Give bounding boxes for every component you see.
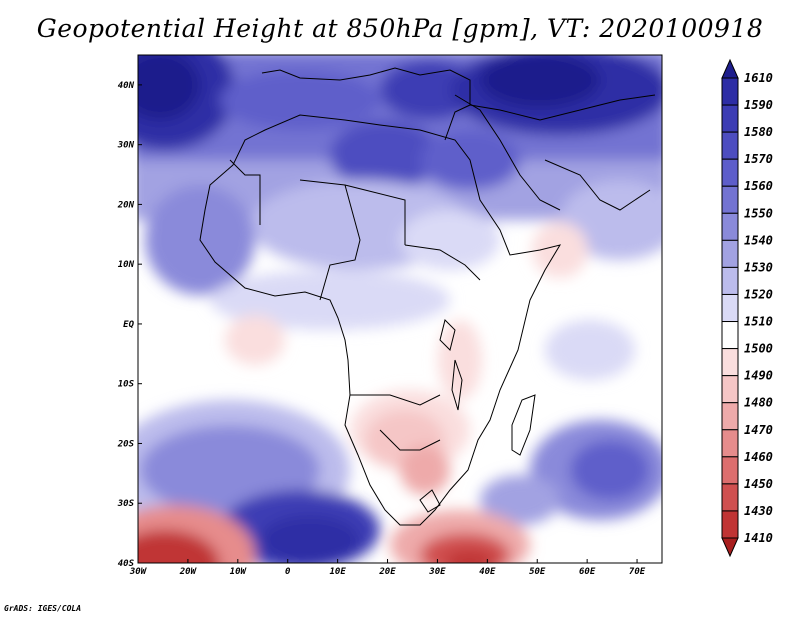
colorbar-swatch: [721, 510, 739, 539]
colorbar-swatch: [721, 212, 739, 241]
lon-tick-label: 40E: [479, 567, 496, 577]
lat-tick-label: 20N: [117, 200, 135, 210]
lon-tick-label: 30E: [428, 567, 446, 577]
lat-tick-label: 40N: [118, 81, 135, 91]
lat-tick-label: 30S: [117, 499, 135, 509]
colorbar-swatch: [721, 375, 739, 404]
colorbar-level-label: 1540: [744, 233, 773, 247]
lat-tick-label: EQ: [123, 320, 134, 330]
plot-frame: [137, 54, 663, 564]
colorbar-level-label: 1450: [744, 477, 773, 491]
lon-tick-label: 60E: [579, 567, 596, 577]
colorbar-level-label: 1470: [744, 423, 773, 437]
lon-tick-label: 30W: [129, 567, 148, 577]
colorbar-swatch: [721, 321, 739, 350]
lon-tick-label: 70E: [629, 567, 646, 577]
colorbar-level-label: 1510: [744, 315, 773, 329]
colorbar-level-label: 1430: [744, 504, 773, 518]
lon-tick-label: 10W: [230, 567, 248, 577]
colorbar-level-label: 1590: [744, 98, 773, 112]
longitude-axis: 30W 20W 10W 0 10E 20E 30E 40E 50E 60E 70E: [129, 559, 646, 577]
colorbar-swatch: [721, 456, 739, 485]
colorbar-level-label: 1550: [744, 206, 773, 220]
lon-tick-label: 20E: [378, 567, 396, 577]
colorbar-level-label: 1480: [744, 396, 773, 410]
colorbar-swatch: [721, 348, 739, 377]
colorbar-level-label: 1580: [744, 125, 773, 139]
lon-tick-label: 20W: [179, 567, 198, 577]
colorbar-top-arrow: [721, 58, 739, 79]
colorbar-level-label: 1460: [744, 450, 773, 464]
colorbar-swatch: [721, 104, 739, 133]
colorbar-level-label: 1560: [744, 179, 773, 193]
colorbar-level-label: 1410: [744, 531, 773, 545]
colorbar-swatch: [721, 77, 739, 106]
colorbar-level-label: 1570: [744, 152, 773, 166]
colorbar-bottom-arrow: [721, 537, 739, 558]
colorbar-swatch: [721, 402, 739, 431]
colorbar-level-label: 1490: [744, 369, 773, 383]
colorbar-level-label: 1520: [744, 287, 773, 301]
colorbar-swatch: [721, 429, 739, 458]
colorbar-swatch: [721, 266, 739, 295]
colorbar-swatch: [721, 293, 739, 323]
lon-tick-label: 10E: [329, 567, 346, 577]
map-title: Geopotential Height at 850hPa [gpm], VT:…: [36, 14, 764, 43]
colorbar-level-label: 1530: [744, 260, 773, 274]
colorbar-level-label: 1500: [744, 342, 773, 356]
colorbar: 1610 1590 1580 1570 1560 1550 1540 1530 1520 1510…: [721, 58, 773, 558]
lat-tick-label: 40S: [118, 559, 135, 569]
colorbar-swatch: [721, 185, 739, 214]
colorbar-swatch: [721, 131, 739, 160]
height-field: [138, 55, 662, 563]
lat-tick-label: 30N: [117, 141, 135, 151]
grads-credit: GrADS: IGES/COLA: [4, 604, 82, 613]
lon-tick-label: 0: [285, 567, 291, 577]
coastlines: [199, 67, 656, 526]
latitude-axis: 40N 30N 20N 10N EQ 10S 20S 30S 40S: [117, 81, 142, 569]
lat-tick-label: 10N: [118, 260, 135, 270]
lat-tick-label: 10S: [118, 380, 135, 390]
lat-tick-label: 20S: [117, 439, 135, 449]
colorbar-level-label: 1610: [744, 71, 773, 85]
colorbar-swatch: [721, 239, 739, 268]
lon-tick-label: 50E: [529, 567, 546, 577]
colorbar-swatch: [721, 158, 739, 187]
colorbar-swatch: [721, 483, 739, 512]
